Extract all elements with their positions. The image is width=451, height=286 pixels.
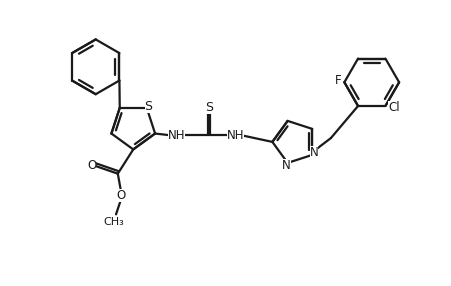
Text: O: O [87,159,96,172]
Text: N: N [282,159,290,172]
Text: Cl: Cl [387,101,399,114]
Text: CH₃: CH₃ [103,217,124,227]
Text: F: F [335,74,341,87]
Text: S: S [204,102,212,114]
Text: N: N [309,146,318,159]
Text: O: O [116,189,126,202]
Text: NH: NH [167,129,184,142]
Text: NH: NH [226,129,244,142]
Text: S: S [144,100,152,113]
